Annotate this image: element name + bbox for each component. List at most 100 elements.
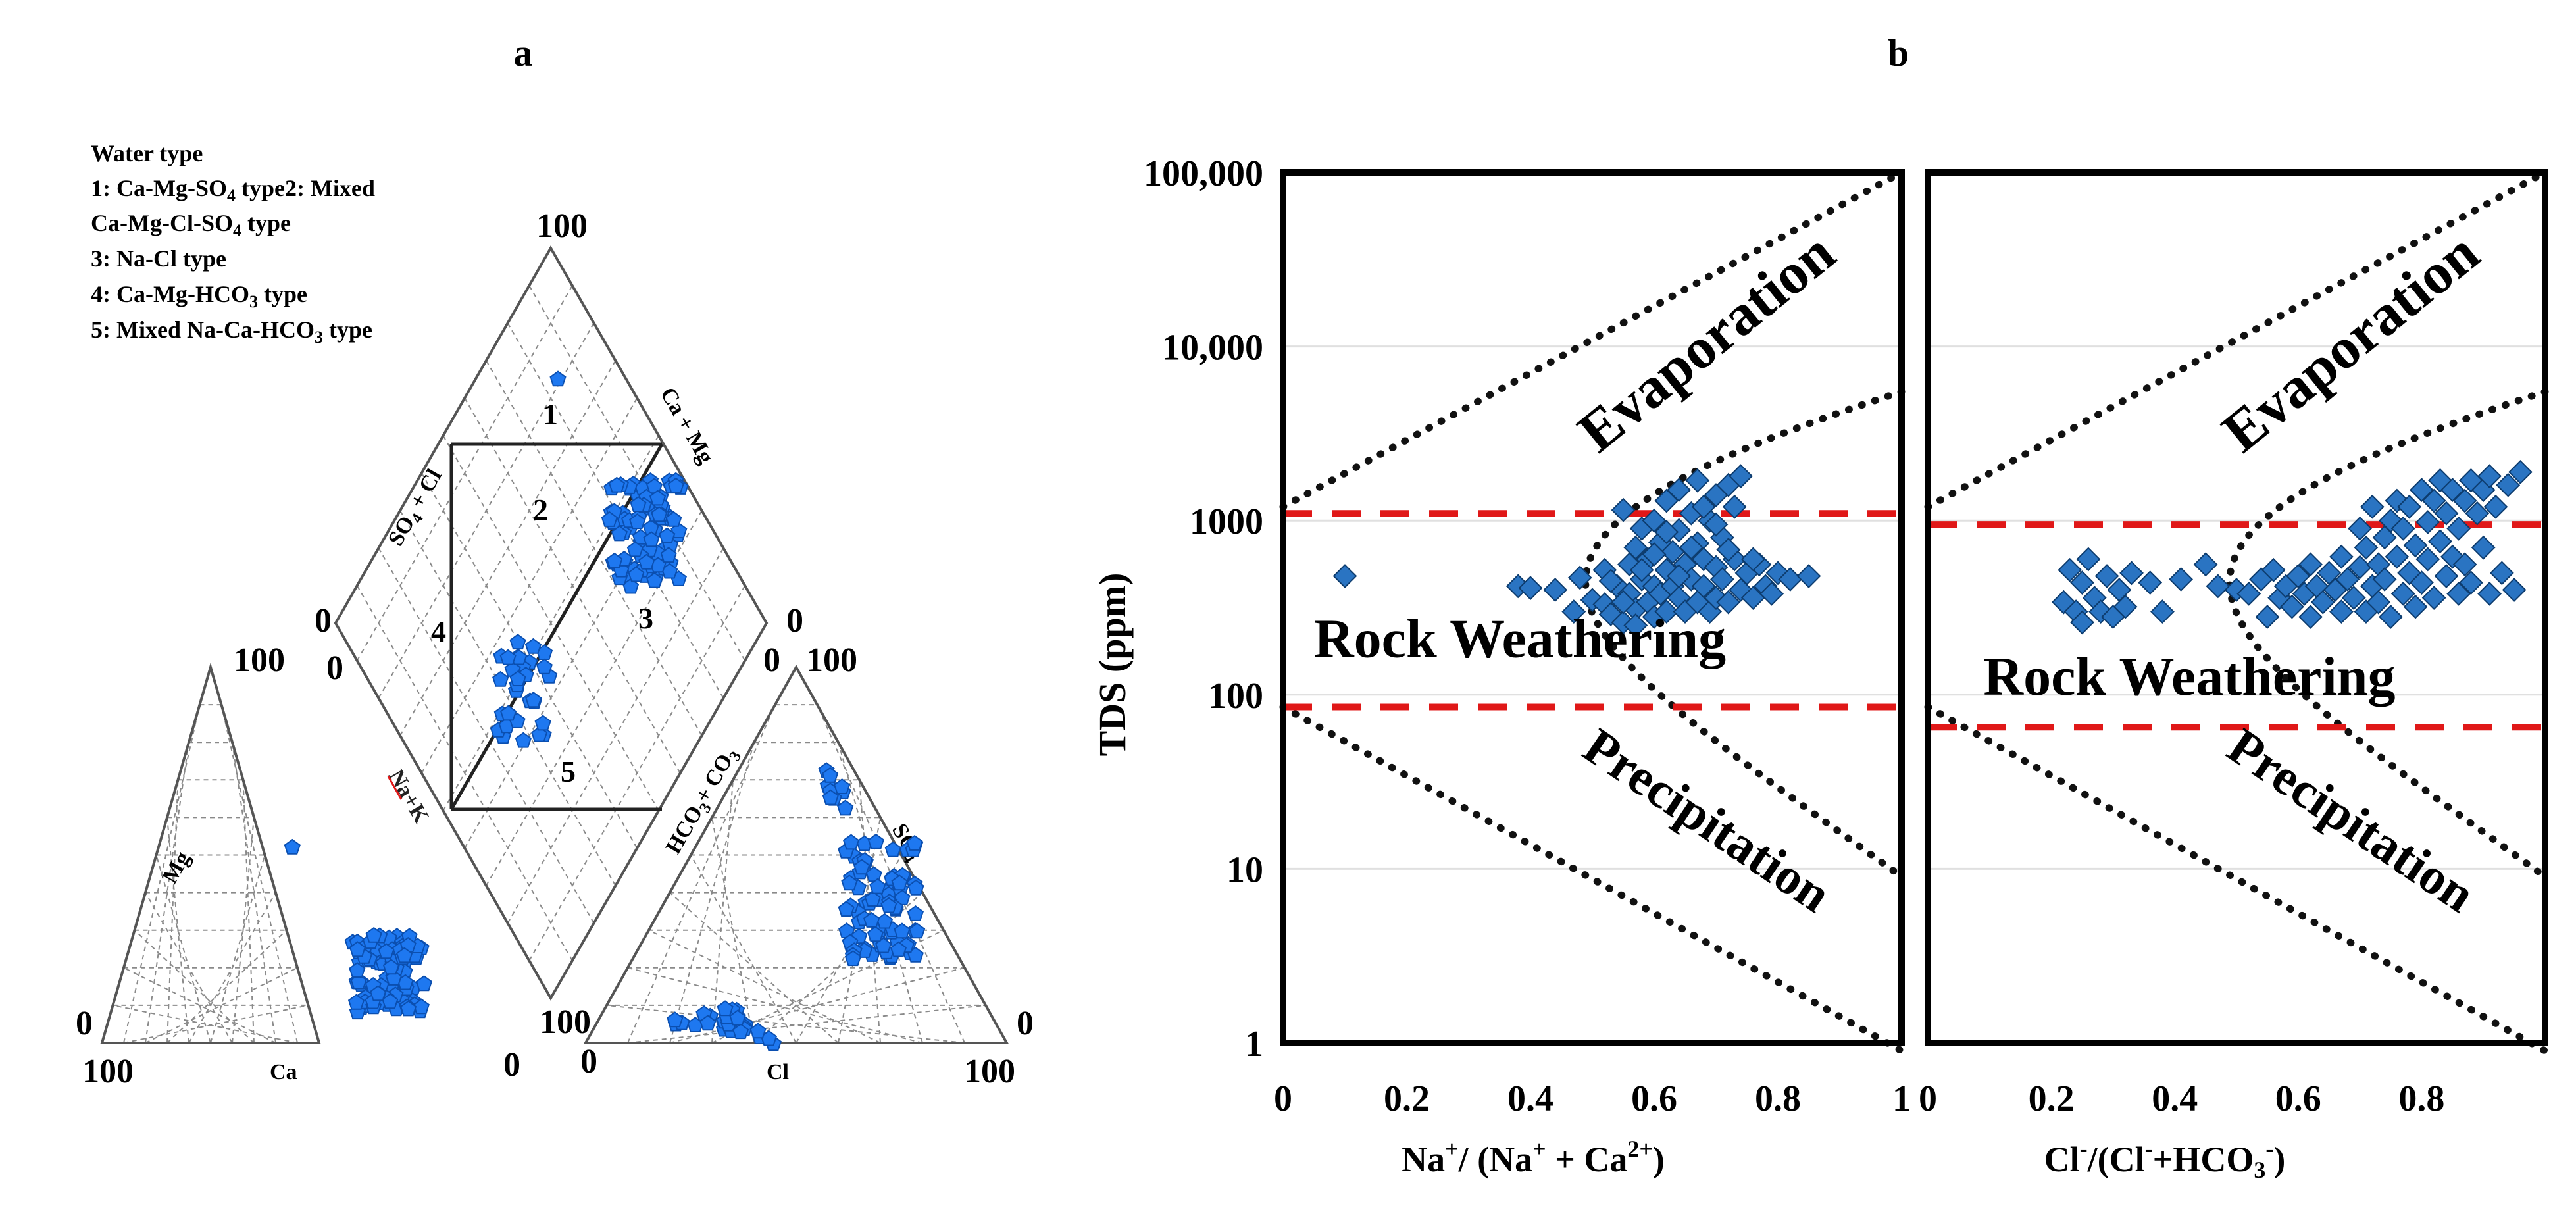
rock-weathering-boundary	[2226, 388, 2549, 881]
gibbs-2-xlabel: Cl-/(Cl-+HCO3-)	[2044, 1136, 2286, 1183]
data-point	[2070, 610, 2094, 635]
cation-point	[413, 998, 430, 1015]
data-point	[2335, 567, 2360, 592]
anion-point	[717, 1000, 734, 1017]
region-label-precipitation: Precipitation	[2218, 717, 2486, 924]
data-point	[2409, 570, 2434, 595]
boundary-line-0	[1924, 168, 2549, 511]
grid-line	[123, 704, 201, 1044]
anion-point	[729, 1009, 746, 1026]
grid-line	[242, 780, 255, 1044]
data-point	[2113, 594, 2138, 619]
anion-point	[869, 878, 886, 894]
diamond-point	[660, 547, 677, 563]
data-point	[1716, 538, 1741, 562]
data-point	[2193, 552, 2218, 577]
anion-point	[909, 922, 926, 939]
diamond-point	[536, 658, 553, 674]
num-left-tri-0: 0	[326, 649, 343, 687]
x-tick-label: 0.4	[1507, 1078, 1553, 1119]
num-right-tri-0: 0	[763, 642, 780, 679]
cation-point	[369, 985, 387, 1001]
data-point	[2446, 516, 2471, 541]
x-tick-label: 0.2	[1384, 1078, 1430, 1119]
anion-point	[834, 778, 851, 794]
gibbs-ylabel: TDS (ppm)	[1091, 573, 1134, 757]
grid-line	[123, 967, 276, 1044]
anion-point	[732, 1023, 749, 1040]
data-point	[1654, 599, 1679, 624]
data-point	[1561, 599, 1586, 624]
data-point	[2298, 552, 2323, 577]
data-point	[1679, 535, 1704, 560]
diamond-point	[651, 506, 668, 522]
data-point	[2058, 557, 2083, 582]
cation-point	[378, 943, 395, 959]
data-point	[1623, 535, 1648, 560]
diamond-point	[524, 638, 542, 654]
data-point	[1716, 590, 1741, 615]
diamond-point	[659, 527, 676, 543]
piper-zone-labels: 1 2 3 4 5	[431, 397, 653, 788]
anion-point	[890, 941, 907, 957]
data-point	[1685, 468, 1710, 493]
anion-point	[822, 767, 839, 783]
data-point	[2366, 590, 2391, 615]
cation-point	[415, 975, 433, 992]
diamond-point	[549, 370, 567, 387]
zone-label-5: 5	[561, 755, 576, 788]
anion-point	[842, 834, 860, 850]
anion-point	[880, 897, 897, 913]
anion-point	[838, 901, 855, 917]
cation-point	[350, 973, 367, 990]
data-point	[1759, 581, 1784, 606]
data-point	[2496, 472, 2521, 497]
grid-line	[442, 435, 659, 811]
data-point	[2298, 605, 2323, 629]
diamond-point	[606, 552, 623, 568]
y-tick-label: 100,000	[1144, 153, 1263, 194]
data-point	[1567, 565, 1592, 590]
diamond-point	[649, 490, 667, 506]
data-point	[1691, 494, 1716, 519]
zone-line-diagonal	[449, 443, 664, 811]
diamond-point	[611, 525, 628, 542]
diamond-point	[665, 511, 682, 527]
num-cl-100: 100	[964, 1053, 1015, 1090]
data-point	[1598, 568, 1623, 593]
grid-line	[711, 780, 734, 1044]
grid-line	[711, 817, 755, 1044]
diamond-point	[515, 732, 532, 748]
anion-point	[891, 874, 908, 891]
anion-point	[906, 834, 923, 851]
legend-line-4: 4: Ca-Mg-HCO3 type	[91, 281, 307, 311]
gibbs-chart-2: Evaporation Rock Weathering Precipitation 0…	[1919, 168, 2553, 1119]
data-point	[2255, 605, 2280, 629]
anion-point	[864, 891, 881, 907]
x-tick-label: 0	[1274, 1078, 1292, 1119]
grid-line	[507, 547, 724, 924]
piper-points	[284, 370, 926, 1051]
data-point	[2459, 570, 2483, 595]
num-ca-0: 0	[503, 1046, 520, 1084]
data-point	[2379, 605, 2403, 629]
data-point	[2508, 460, 2533, 484]
y-tick-label: 10,000	[1162, 328, 1263, 368]
data-point	[2310, 590, 2335, 615]
region-label-precipitation: Precipitation	[1574, 717, 1842, 924]
x-tick-label: 0.6	[1631, 1078, 1677, 1119]
data-point	[2403, 533, 2428, 558]
grid-line	[464, 397, 681, 774]
data-point	[2150, 599, 2175, 624]
axis-label-camg: Ca + Mg	[655, 384, 719, 468]
diamond-point	[630, 496, 647, 512]
diamond-point	[608, 476, 626, 493]
nak-red-underline	[387, 776, 403, 800]
data-point	[1611, 497, 1636, 522]
axis-label-hco3: HCO3+ CO3	[661, 743, 745, 860]
data-point	[1709, 567, 1734, 592]
cation-point	[382, 959, 399, 975]
grid-line	[528, 585, 746, 961]
anion-point	[884, 841, 901, 857]
grid-line	[627, 704, 776, 1044]
